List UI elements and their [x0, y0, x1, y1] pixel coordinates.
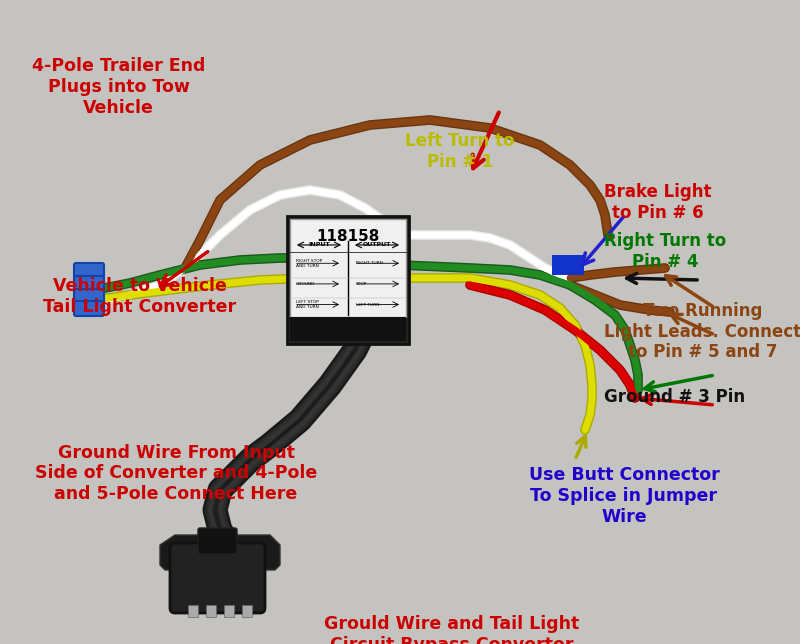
Bar: [287, 216, 409, 345]
Bar: [224, 605, 234, 617]
Text: Two Running
Light Leads. Connect
to Pin # 5 and 7: Two Running Light Leads. Connect to Pin …: [604, 302, 800, 361]
Text: LEFT STOP
AND TURN: LEFT STOP AND TURN: [296, 300, 319, 309]
Text: OUTPUT: OUTPUT: [363, 242, 391, 247]
Text: Ground Wire From Input
Side of Converter and 4-Pole
and 5-Pole Connect Here: Ground Wire From Input Side of Converter…: [35, 444, 317, 503]
Polygon shape: [160, 535, 280, 570]
Text: Brake Light
to Pin # 6: Brake Light to Pin # 6: [604, 184, 711, 222]
Bar: [206, 605, 216, 617]
Text: STOP: STOP: [356, 282, 367, 286]
FancyBboxPatch shape: [74, 301, 104, 316]
Text: GROUND: GROUND: [296, 282, 315, 286]
Bar: [552, 255, 584, 275]
Bar: [290, 219, 406, 317]
Text: 118158: 118158: [316, 229, 380, 244]
Text: Use Butt Connector
To Splice in Jumper
Wire: Use Butt Connector To Splice in Jumper W…: [529, 466, 719, 526]
FancyBboxPatch shape: [170, 543, 265, 613]
Text: INPUT: INPUT: [308, 242, 330, 247]
Text: RIGHT TURN: RIGHT TURN: [356, 261, 383, 265]
FancyBboxPatch shape: [74, 263, 104, 278]
Text: 4-Pole Trailer End
Plugs into Tow
Vehicle: 4-Pole Trailer End Plugs into Tow Vehicl…: [32, 57, 206, 117]
FancyBboxPatch shape: [198, 528, 237, 554]
Text: Left Turn to
Pin # 1: Left Turn to Pin # 1: [406, 132, 514, 171]
Text: Grould Wire and Tail Light
Circuit Bypass Converter: Grould Wire and Tail Light Circuit Bypas…: [324, 615, 580, 644]
Text: Vehicle to Vehicle
Tail Light Converter: Vehicle to Vehicle Tail Light Converter: [43, 277, 237, 316]
Text: LEFT TURN: LEFT TURN: [356, 303, 379, 307]
Bar: [290, 317, 406, 341]
Text: Right Turn to
Pin # 4: Right Turn to Pin # 4: [604, 232, 726, 270]
Text: RIGHT STOP
AND TURN: RIGHT STOP AND TURN: [296, 259, 322, 267]
Bar: [242, 605, 252, 617]
Bar: [188, 605, 198, 617]
Text: Ground # 3 Pin: Ground # 3 Pin: [604, 388, 745, 406]
FancyBboxPatch shape: [74, 289, 104, 304]
FancyBboxPatch shape: [74, 276, 104, 291]
